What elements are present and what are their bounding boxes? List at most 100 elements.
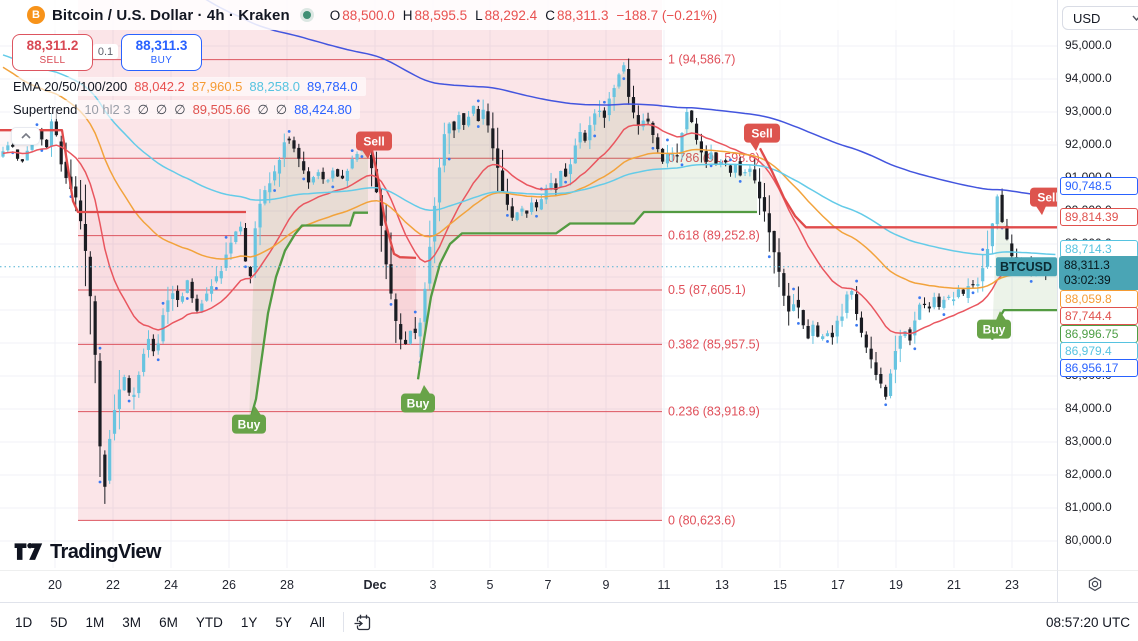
axis-corner	[1057, 570, 1138, 603]
chevron-down-icon	[1132, 15, 1138, 21]
collapse-legend-button[interactable]	[11, 127, 40, 145]
ema-value: 88,042.2	[134, 79, 185, 94]
sell-marker[interactable]: Sell	[1030, 187, 1057, 216]
ema-value: 89,784.0	[307, 79, 358, 94]
fib-level-label: 0.618 (89,252.8)	[668, 229, 760, 243]
buy-marker[interactable]: Buy	[232, 406, 266, 434]
time-tick-label: 3	[429, 578, 437, 592]
go-to-date-button[interactable]	[353, 613, 372, 632]
buy-marker[interactable]: Buy	[401, 385, 435, 413]
range-button-1m[interactable]: 1M	[77, 611, 114, 634]
fib-level-label: 0.786 (91,598.6)	[668, 151, 760, 165]
supertrend-sell-line	[370, 149, 417, 260]
range-button-6m[interactable]: 6M	[150, 611, 187, 634]
price-scale-settings-icon[interactable]	[1087, 576, 1103, 592]
indicator-price-label: 86,996.75	[1060, 325, 1138, 343]
supertrend-buy-line	[247, 211, 368, 425]
time-axis[interactable]: 20 22 24 26 28 Dec 3 5 7 9 11 13 15 17 19 21 23	[0, 570, 1057, 603]
ohlc-key: O	[329, 7, 341, 23]
indicator-price-label: 86,979.4	[1060, 342, 1138, 360]
ema-200-line[interactable]	[3, 0, 1056, 199]
time-tick-label: 15	[773, 578, 787, 592]
indicator-price-label: 88,059.8	[1060, 290, 1138, 308]
chevron-up-icon	[20, 133, 31, 139]
range-button-1y[interactable]: 1Y	[232, 611, 267, 634]
sell-marker[interactable]: Sell	[356, 131, 392, 160]
currency-label: USD	[1073, 10, 1101, 26]
supertrend-sell-line	[758, 147, 1057, 229]
range-buttons: 1D 5D 1M 3M 6M YTD 1Y 5Y All	[6, 611, 334, 634]
price-change: −188.7 (−0.21%)	[616, 7, 718, 23]
ema-100-line[interactable]	[2, 54, 1056, 256]
supertrend-value: 88,424.80	[294, 101, 352, 117]
sell-button[interactable]: 88,311.2 SELL	[12, 34, 93, 71]
supertrend-lines[interactable]	[0, 129, 1057, 425]
range-button-ytd[interactable]: YTD	[187, 611, 232, 634]
sell-price: 88,311.2	[26, 38, 79, 54]
ohlc-value: 88,292.4	[484, 7, 538, 23]
supertrend-value: ∅	[137, 101, 149, 117]
ema-50-line[interactable]	[2, 66, 1056, 290]
price-tick-label: 82,000.0	[1065, 467, 1112, 481]
fib-level-label: 1 (94,586.7)	[668, 53, 735, 67]
fib-level-label: 0 (80,623.6)	[668, 513, 735, 527]
legend-ema-row[interactable]: EMA 20/50/100/200 88,042.2 87,960.5 88,258…	[10, 77, 366, 96]
supertrend-value: ∅	[174, 101, 186, 117]
range-button-5y[interactable]: 5Y	[266, 611, 301, 634]
supertrend-value: 89,505.66	[192, 101, 251, 117]
svg-text:Buy: Buy	[983, 323, 1006, 337]
current-price-label[interactable]: 88,311.3 03:02:39	[1059, 256, 1138, 290]
time-tick-label: 24	[164, 578, 178, 592]
range-button-5d[interactable]: 5D	[41, 611, 76, 634]
svg-text:Buy: Buy	[407, 397, 430, 411]
fib-level-label: 0.236 (83,918.9)	[668, 405, 760, 419]
time-tick-label: 26	[222, 578, 236, 592]
legend-supertrend-row[interactable]: Supertrend 10 hl2 3 ∅ ∅ ∅ 89,505.66 ∅ ∅ 88,424…	[10, 100, 360, 119]
indicator-price-label: 90,748.5	[1060, 177, 1138, 195]
indicator-price-label: 88,714.3	[1060, 240, 1138, 258]
currency-dropdown[interactable]: USD	[1062, 6, 1138, 30]
time-tick-label: 28	[280, 578, 294, 592]
range-button-3m[interactable]: 3M	[113, 611, 150, 634]
ema-lines	[2, 0, 1056, 335]
price-tick-label: 95,000.0	[1065, 38, 1112, 52]
range-button-1d[interactable]: 1D	[6, 611, 41, 634]
supertrend-legend-values: ∅ ∅ ∅ 89,505.66 ∅ ∅ 88,424.80	[138, 102, 352, 118]
chart-pane[interactable]: 1 (94,586.7) 0.786 (91,598.6) 0.618 (89,25…	[0, 0, 1057, 570]
ohlc-value: 88,595.5	[414, 7, 468, 23]
indicator-price-label: 86,956.17	[1060, 359, 1138, 377]
price-tick-label: 83,000.0	[1065, 434, 1112, 448]
time-tick-label: 23	[1005, 578, 1019, 592]
price-tick-label: 81,000.0	[1065, 500, 1112, 514]
ema-value: 88,258.0	[249, 79, 301, 94]
calendar-arrow-icon	[353, 614, 371, 630]
ema-20-line[interactable]	[2, 123, 1056, 335]
toolbar-divider	[342, 612, 344, 632]
ohlc-value: 88,311.3	[556, 7, 609, 23]
symbol-title[interactable]: Bitcoin / U.S. Dollar · 4h · Kraken	[52, 6, 290, 24]
buy-button[interactable]: 88,311.3 BUY	[121, 34, 202, 71]
bar-countdown: 03:02:39	[1064, 273, 1111, 287]
buy-marker[interactable]: Buy	[977, 311, 1011, 339]
current-price-value: 88,311.3	[1064, 258, 1110, 272]
price-tick-label: 94,000.0	[1065, 71, 1112, 85]
time-tick-label: 17	[831, 578, 845, 592]
fib-level-label: 0.382 (85,957.5)	[668, 337, 760, 351]
symbol-price-tag[interactable]: BTCUSD	[996, 257, 1057, 277]
supertrend-sell-line	[0, 129, 246, 214]
ohlc-values: O 88,500.0 H 88,595.5 L 88,292.4 C 88,311.3 −188…	[322, 8, 717, 23]
ohlc-key: H	[402, 7, 413, 23]
time-tick-label: 9	[602, 578, 610, 592]
price-axis[interactable]: USD 95,000.094,000.093,000.092,000.091,0…	[1057, 0, 1138, 570]
supertrend-value: ∅	[155, 101, 168, 117]
ema-legend-values: 88,042.2 87,960.5 88,258.0 89,784.0	[134, 79, 357, 94]
sell-marker[interactable]: Sell	[744, 123, 780, 152]
ohlc-key: C	[545, 7, 555, 23]
utc-clock[interactable]: 08:57:20 UTC	[1045, 614, 1130, 630]
tradingview-logo[interactable]: TradingView	[13, 540, 161, 564]
svg-text:BTCUSD: BTCUSD	[1000, 260, 1052, 274]
tradingview-logomark	[14, 543, 43, 560]
range-button-all[interactable]: All	[301, 611, 334, 634]
